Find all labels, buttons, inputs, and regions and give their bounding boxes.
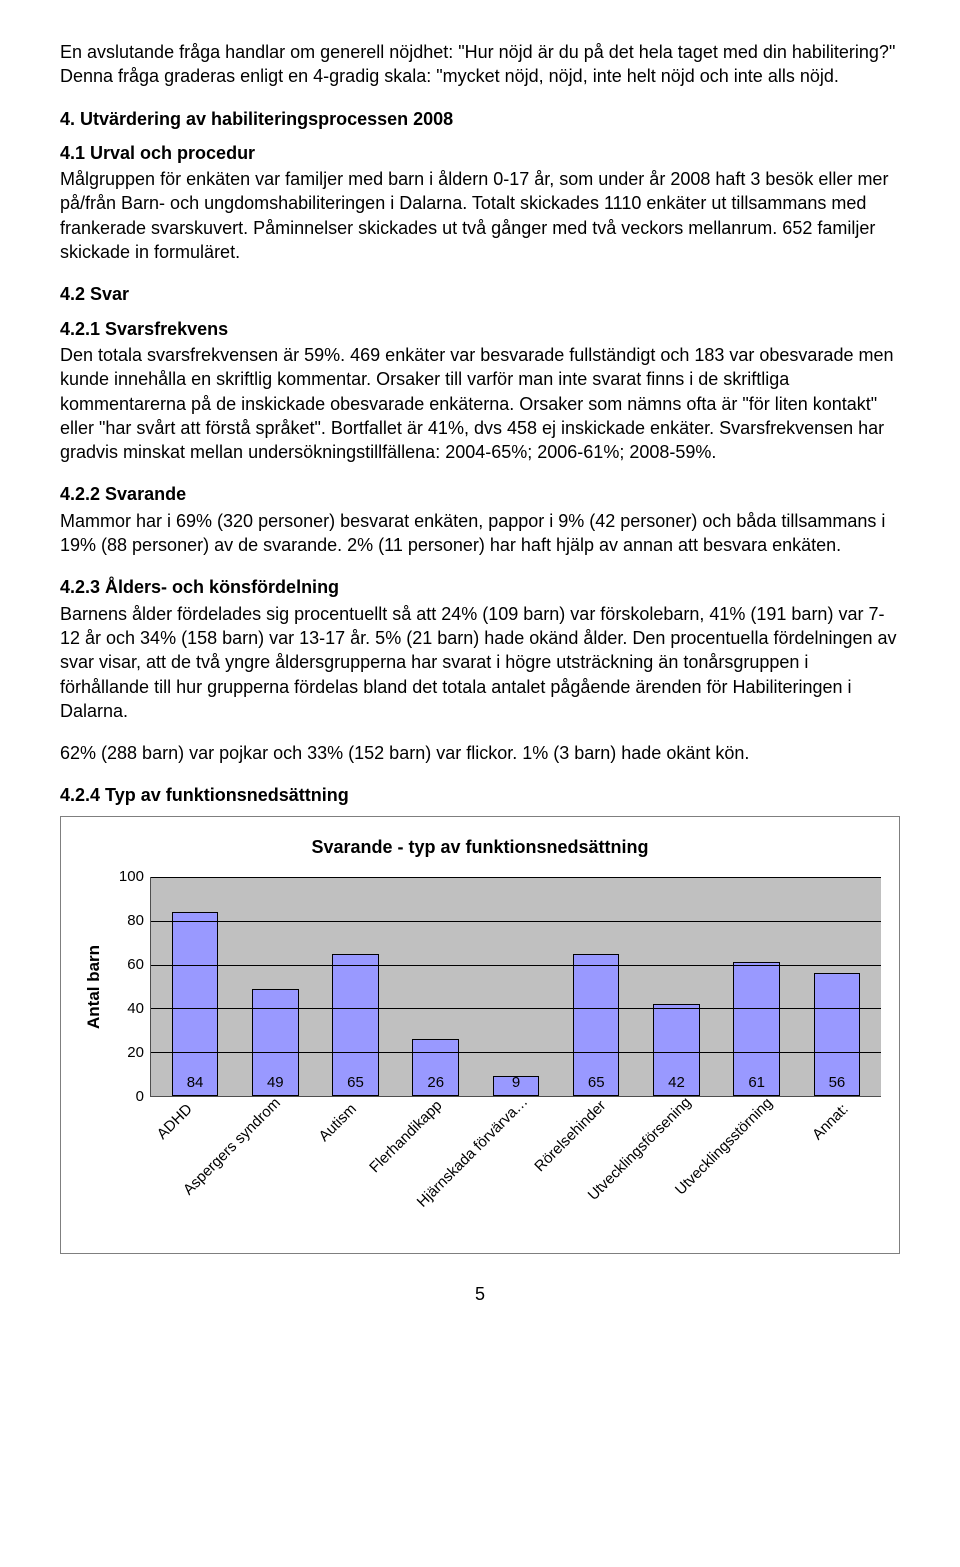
chart-y-axis: 020406080100 xyxy=(110,877,150,1097)
chart-plot-area: 84 49 65 26 9 65 42 61 56 xyxy=(150,877,881,1097)
chart-bar: 49 xyxy=(252,989,299,1096)
chart-gridline xyxy=(151,877,881,878)
chart-bar-value: 65 xyxy=(347,1073,364,1093)
chart-gridline xyxy=(151,965,881,966)
section-4-2-2-body: Mammor har i 69% (320 personer) besvarat… xyxy=(60,509,900,558)
chart-bar: 61 xyxy=(733,962,780,1096)
section-4-2-2-title: 4.2.2 Svarande xyxy=(60,482,900,506)
chart-gridline xyxy=(151,1008,881,1009)
chart-bar-value: 26 xyxy=(427,1073,444,1093)
page-number: 5 xyxy=(60,1282,900,1306)
chart-y-tick: 60 xyxy=(127,955,144,975)
chart-bar-value: 65 xyxy=(588,1073,605,1093)
chart-bar-value: 84 xyxy=(187,1073,204,1093)
chart-bar-value: 9 xyxy=(512,1073,520,1093)
intro-paragraph: En avslutande fråga handlar om generell … xyxy=(60,40,900,89)
section-4-2-1-body: Den totala svarsfrekvensen är 59%. 469 e… xyxy=(60,343,900,464)
chart-x-axis: ADHDAspergers syndromAutismFlerhandikapp… xyxy=(135,1097,881,1247)
chart-bar: 84 xyxy=(172,912,219,1096)
chart-bar-slot: 84 xyxy=(155,877,235,1096)
chart-bar: 56 xyxy=(814,973,861,1096)
chart-bar-slot: 56 xyxy=(797,877,877,1096)
chart-bar-slot: 49 xyxy=(235,877,315,1096)
section-4-1-body: Målgruppen för enkäten var familjer med … xyxy=(60,167,900,264)
section-4-2-title: 4.2 Svar xyxy=(60,282,900,306)
section-4-2-3-body-1: Barnens ålder fördelades sig procentuell… xyxy=(60,602,900,723)
chart-gridline xyxy=(151,1052,881,1053)
chart-bar: 65 xyxy=(573,954,620,1096)
chart-y-tick: 40 xyxy=(127,999,144,1019)
chart-x-tick: Utvecklingsstörning xyxy=(713,1097,795,1247)
chart-bar: 42 xyxy=(653,1004,700,1096)
chart-title: Svarande - typ av funktionsnedsättning xyxy=(79,835,881,859)
chart-bar-slot: 65 xyxy=(315,877,395,1096)
chart-x-tick: Aspergers syndrom xyxy=(221,1097,303,1247)
section-4-2-3-body-2: 62% (288 barn) var pojkar och 33% (152 b… xyxy=(60,741,900,765)
chart-y-tick: 20 xyxy=(127,1043,144,1063)
chart-bar-value: 56 xyxy=(829,1073,846,1093)
chart-gridline xyxy=(151,921,881,922)
chart-y-tick: 80 xyxy=(127,911,144,931)
chart-bar-value: 42 xyxy=(668,1073,685,1093)
section-4-2-3-title: 4.2.3 Ålders- och könsfördelning xyxy=(60,575,900,599)
section-4-title: 4. Utvärdering av habiliteringsprocessen… xyxy=(60,107,900,131)
section-4-1-title: 4.1 Urval och procedur xyxy=(60,141,900,165)
bar-chart: Svarande - typ av funktionsnedsättning A… xyxy=(60,816,900,1254)
section-4-2-1-title: 4.2.1 Svarsfrekvens xyxy=(60,317,900,341)
chart-y-label: Antal barn xyxy=(79,877,110,1097)
chart-bar-value: 49 xyxy=(267,1073,284,1093)
chart-bar-slot: 65 xyxy=(556,877,636,1096)
section-4-2-4-title: 4.2.4 Typ av funktionsnedsättning xyxy=(60,783,900,807)
chart-bar-slot: 9 xyxy=(476,877,556,1096)
chart-bar: 26 xyxy=(412,1039,459,1096)
chart-bar: 65 xyxy=(332,954,379,1096)
chart-bar-slot: 26 xyxy=(396,877,476,1096)
chart-x-tick: Annat: xyxy=(795,1097,877,1247)
chart-bar-slot: 42 xyxy=(636,877,716,1096)
chart-bar-value: 61 xyxy=(748,1073,765,1093)
chart-y-tick: 100 xyxy=(119,867,144,887)
chart-x-tick: Hjärnskada förvärva… xyxy=(467,1097,549,1247)
chart-x-tick: Autism xyxy=(303,1097,385,1247)
chart-bar-slot: 61 xyxy=(717,877,797,1096)
